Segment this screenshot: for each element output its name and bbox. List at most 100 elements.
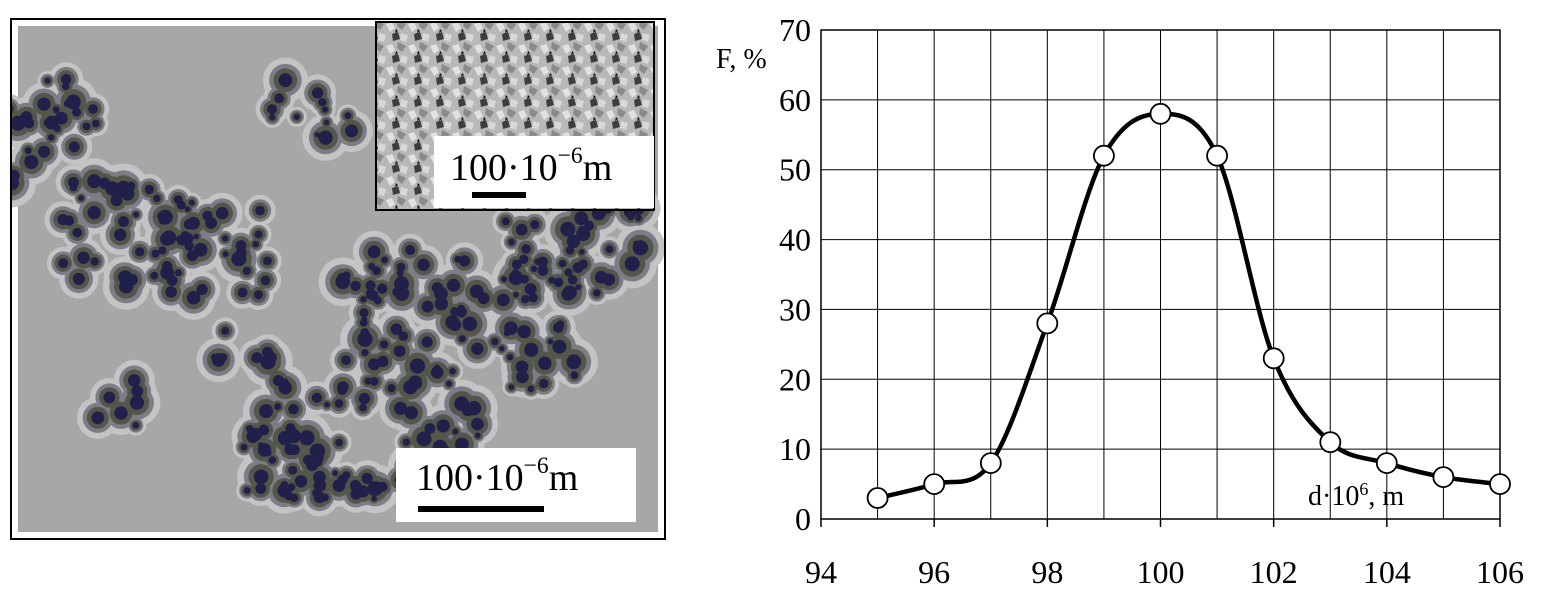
particle-blob xyxy=(530,220,540,230)
particle-blob xyxy=(452,428,459,435)
particle-blob xyxy=(404,406,418,420)
particle-blob xyxy=(176,200,186,210)
particle-blob xyxy=(129,395,145,410)
x-tick-label: 104 xyxy=(1363,554,1411,590)
particle-blob xyxy=(160,265,175,280)
particle-blob xyxy=(68,141,80,153)
x-axis-label-exp: 6 xyxy=(1359,479,1368,499)
particle-blob xyxy=(567,275,578,285)
particle-blob xyxy=(521,294,530,304)
particle-blob xyxy=(293,113,300,120)
particle-blob xyxy=(72,227,83,238)
particle-blob xyxy=(371,495,377,502)
particle-blob xyxy=(624,256,640,272)
particle-blob xyxy=(393,345,406,357)
particle-blob xyxy=(387,384,396,393)
particle-blob xyxy=(417,258,430,271)
series-markers xyxy=(866,102,1511,509)
particle-blob xyxy=(450,307,460,317)
particle-blob xyxy=(462,316,478,332)
particle-blob xyxy=(409,358,426,374)
particle-blob xyxy=(118,216,129,227)
particle-blob xyxy=(524,342,539,357)
particle-blob xyxy=(24,147,32,155)
particle-blob xyxy=(379,340,389,349)
particle-blob xyxy=(313,479,327,492)
particle-blob xyxy=(539,378,549,389)
particle-blob xyxy=(72,272,85,285)
particle-blob xyxy=(567,225,574,231)
particle-blob xyxy=(538,356,552,370)
particle-blob xyxy=(215,206,229,220)
particle-blob xyxy=(52,106,60,114)
x-axis-label-unit: , m xyxy=(1368,481,1404,512)
particle-blob xyxy=(548,276,556,284)
particle-blob xyxy=(253,290,263,300)
particle-blob xyxy=(44,77,51,84)
particle-blob xyxy=(318,130,333,145)
particle-blob xyxy=(517,325,531,339)
particle-blob xyxy=(284,443,296,456)
particle-blob xyxy=(593,289,601,297)
series-line xyxy=(877,111,1501,501)
particle-blob xyxy=(161,230,177,246)
particle-blob xyxy=(449,367,456,375)
particle-blob xyxy=(405,245,416,255)
particle-blob xyxy=(361,472,373,484)
particle-blob xyxy=(513,291,519,298)
particle-blob xyxy=(454,396,470,412)
particle-blob xyxy=(393,401,408,415)
particle-blob xyxy=(394,286,410,301)
particle-blob xyxy=(274,93,284,104)
particle-blob xyxy=(566,234,581,249)
particle-blob xyxy=(258,442,264,449)
micrograph-panel: 100·10−6m 100·10−6m xyxy=(10,18,666,540)
particle-blob xyxy=(248,427,262,442)
data-point xyxy=(1036,312,1059,335)
particle-blob xyxy=(337,385,348,395)
data-point xyxy=(1489,473,1511,496)
particle-blob xyxy=(175,236,182,242)
particle-blob xyxy=(259,404,273,419)
inset-scale-bar xyxy=(472,192,526,198)
data-point xyxy=(1149,102,1172,125)
particle-blob xyxy=(165,286,177,298)
chart-grid xyxy=(820,29,1501,520)
particle-blob xyxy=(508,270,524,286)
particle-blob xyxy=(186,290,201,305)
particle-blob xyxy=(184,241,194,251)
particle-blob xyxy=(313,452,324,464)
particle-blob xyxy=(186,250,198,262)
particle-blob xyxy=(558,259,567,268)
y-tick-label: 10 xyxy=(779,431,811,467)
data-point xyxy=(1262,347,1285,370)
particle-blob xyxy=(572,262,584,273)
particle-blob xyxy=(368,262,376,271)
particle-blob xyxy=(424,423,436,434)
particle-blob xyxy=(268,456,277,464)
particle-blob xyxy=(37,97,51,111)
particle-blob xyxy=(390,323,403,336)
particle-blob xyxy=(345,124,359,138)
y-axis-label: F, % xyxy=(716,44,767,75)
particle-blob xyxy=(132,422,139,429)
particle-blob xyxy=(72,107,82,117)
particle-blob xyxy=(188,199,195,206)
particle-blob xyxy=(267,104,277,115)
particle-blob xyxy=(88,104,98,114)
particle-blob xyxy=(458,255,471,267)
particle-blob xyxy=(87,205,101,220)
particle-blob xyxy=(158,217,166,225)
particle-blob xyxy=(91,119,100,128)
particle-blob xyxy=(321,106,329,113)
particle-blob xyxy=(446,380,452,387)
particle-blob xyxy=(369,377,379,386)
data-point xyxy=(979,452,1002,475)
particle-blob xyxy=(455,306,467,318)
particle-blob xyxy=(334,399,344,408)
particle-blob xyxy=(398,331,409,341)
particle-blob xyxy=(253,469,269,485)
particle-blob xyxy=(269,114,276,121)
particle-blob xyxy=(110,194,123,207)
particle-blob xyxy=(114,406,128,420)
